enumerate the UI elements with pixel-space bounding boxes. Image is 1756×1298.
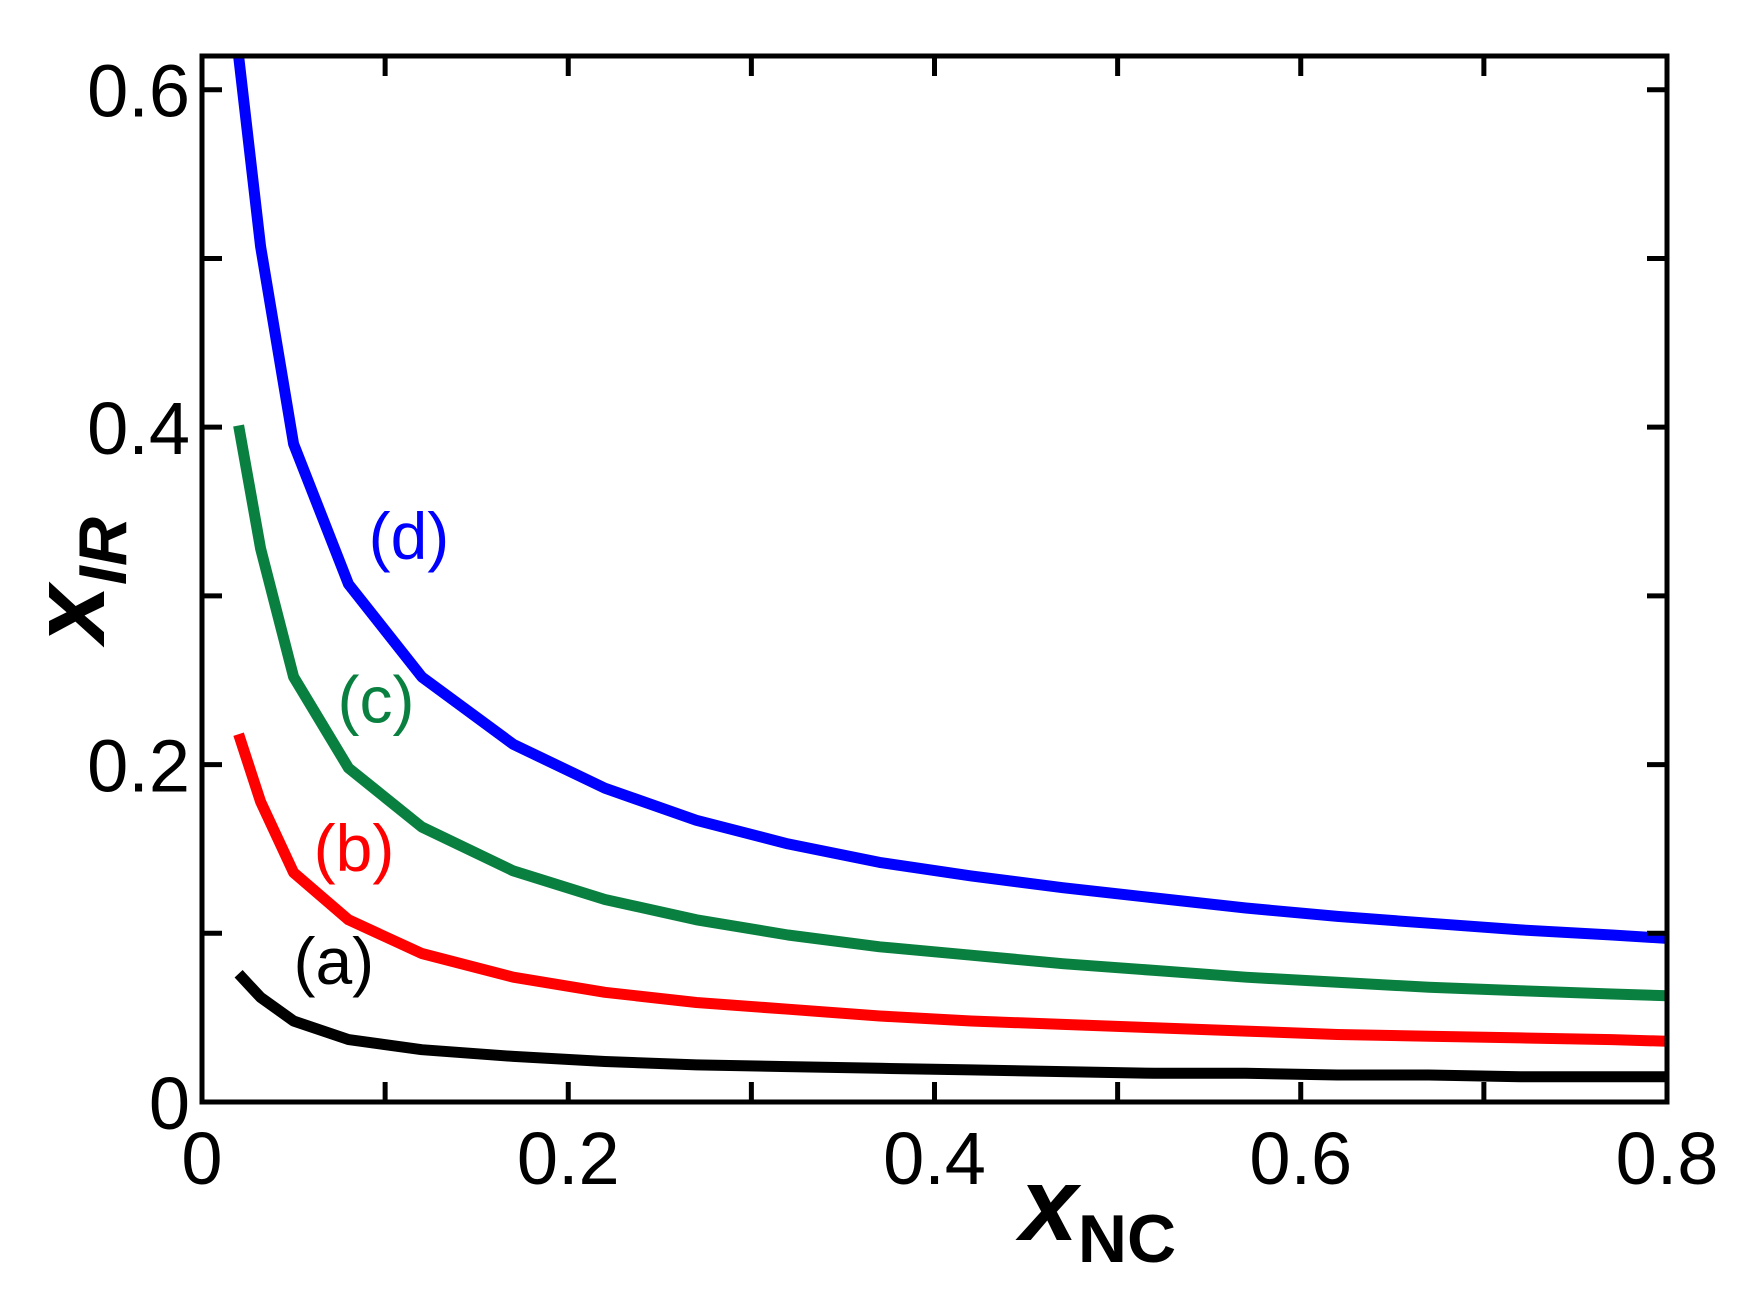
series-label-layer: (a) (b) (c) (d): [294, 499, 450, 998]
y-tick-label: 0: [149, 1062, 190, 1145]
series-line-a: [234, 970, 1667, 1083]
y-tick-label: 0.4: [87, 387, 190, 470]
y-axis-title: xIR: [11, 517, 141, 648]
x-axis-title-main: x: [1015, 1147, 1082, 1263]
ticks-layer: [199, 56, 1670, 1105]
x-tick-label: 0.6: [1249, 1117, 1352, 1200]
series-label-d: (d): [369, 499, 450, 573]
x-tick-label: 0: [181, 1117, 222, 1200]
labels-layer: 0 0.2 0.4 0.6 0.8 0 0.2 0.4 0.6: [87, 50, 1718, 1200]
y-tick-label: 0.6: [87, 50, 190, 133]
y-axis-title-main: x: [11, 581, 127, 648]
x-axis-title: xNC: [1015, 1147, 1176, 1277]
x-axis-title-sub: NC: [1078, 1201, 1176, 1277]
plot-frame: [199, 53, 1670, 1105]
series-line-b: [233, 732, 1668, 1047]
x-tick-label: 0.8: [1616, 1117, 1719, 1200]
y-axis-title-sub: IR: [65, 517, 141, 585]
series-label-b: (b): [314, 811, 395, 885]
series-label-a: (a): [294, 924, 375, 998]
x-tick-label: 0.2: [517, 1117, 620, 1200]
series-line-c: [233, 424, 1668, 1002]
x-tick-label: 0.4: [883, 1117, 986, 1200]
series-label-c: (c): [337, 662, 414, 736]
series-line-d: [233, 55, 1668, 944]
series-layer: [233, 55, 1668, 1083]
y-tick-label: 0.2: [87, 725, 190, 808]
